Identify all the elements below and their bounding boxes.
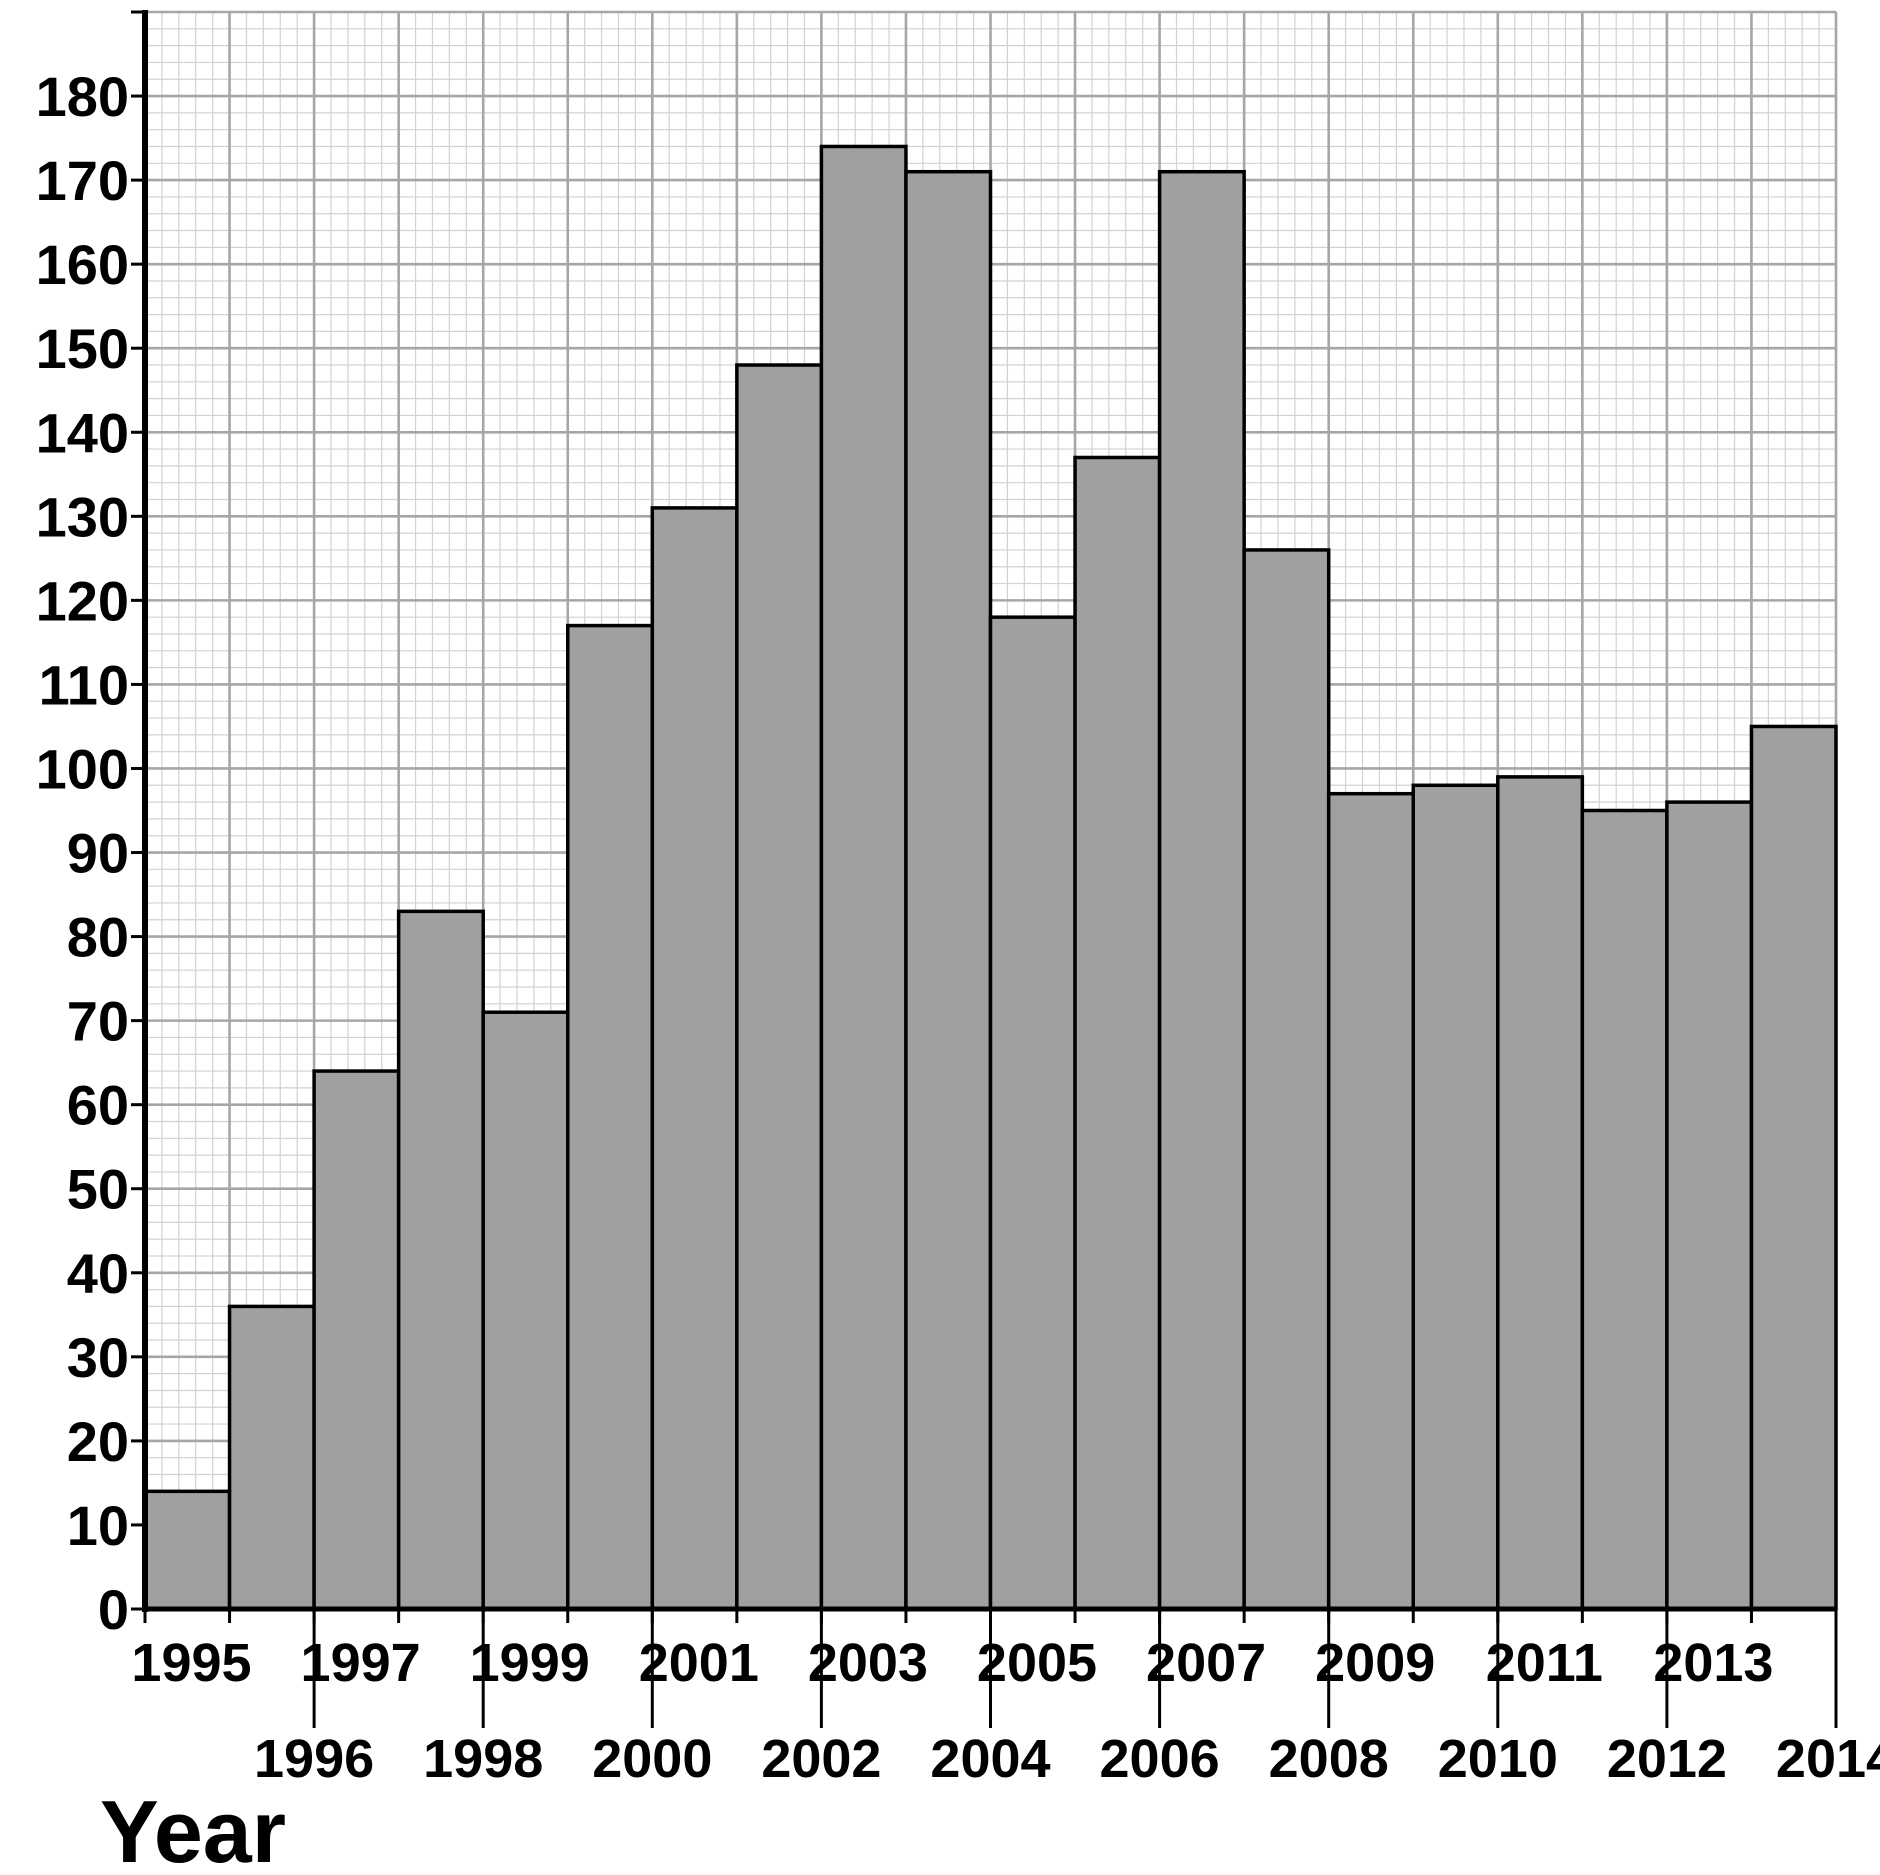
x-tick-label: 2002 — [761, 1729, 881, 1789]
x-tick-label: 2000 — [592, 1729, 712, 1789]
x-tick-label: 2005 — [977, 1633, 1097, 1693]
y-tick-label: 110 — [39, 653, 129, 716]
bar-2005 — [988, 615, 1077, 1611]
y-tick-label: 80 — [67, 906, 129, 969]
x-tick-label: 1997 — [301, 1633, 421, 1693]
y-tick-label: 40 — [67, 1242, 129, 1305]
bar-1996 — [227, 1304, 316, 1611]
y-tick-label: 20 — [67, 1410, 129, 1473]
x-tick-label: 2007 — [1146, 1633, 1266, 1693]
x-tick-label: 2011 — [1486, 1633, 1603, 1693]
bar-2008 — [1242, 548, 1331, 1611]
x-tick-label: 2004 — [930, 1729, 1050, 1789]
bar-2014 — [1749, 724, 1838, 1611]
y-tick-label: 120 — [36, 569, 129, 632]
x-tick-label: 2014 — [1776, 1729, 1880, 1789]
bars — [143, 144, 1838, 1611]
x-tick-label: 2003 — [808, 1633, 928, 1693]
y-tick-label: 180 — [36, 65, 129, 128]
bar-2011 — [1496, 775, 1585, 1611]
y-tick-labels: 0 10 20 30 40 50 60 70 80 90 100 110 120 130 140 150 160… — [36, 65, 129, 1641]
y-tick-label: 170 — [36, 149, 129, 212]
x-tick-label: 2010 — [1438, 1729, 1558, 1789]
bar-1995 — [143, 1489, 232, 1611]
y-tick-label: 0 — [98, 1578, 129, 1641]
y-tick-label: 100 — [36, 737, 129, 800]
x-tick-label: 1996 — [254, 1729, 374, 1789]
y-tick-label: 70 — [67, 990, 129, 1053]
bar-2012 — [1580, 808, 1669, 1611]
x-tick-label: 2012 — [1607, 1729, 1727, 1789]
x-tick-label: 2013 — [1653, 1633, 1773, 1693]
x-tick-label: 1995 — [131, 1633, 251, 1693]
bar-1997 — [312, 1069, 401, 1611]
y-tick-label: 130 — [36, 485, 129, 548]
y-tick-label: 90 — [67, 822, 129, 885]
bar-2000 — [566, 623, 655, 1611]
bar-2004 — [904, 169, 993, 1611]
bar-1998 — [396, 909, 485, 1611]
y-tick-label: 150 — [36, 317, 129, 380]
y-tick-label: 160 — [36, 233, 129, 296]
x-tick-label: 2008 — [1269, 1729, 1389, 1789]
bar-2001 — [650, 506, 739, 1611]
x-tick-label: 1999 — [470, 1633, 590, 1693]
bar-2003 — [819, 144, 908, 1611]
y-tick-label: 140 — [36, 401, 129, 464]
bar-1999 — [481, 1010, 570, 1611]
bar-2002 — [735, 363, 824, 1611]
y-tick-label: 50 — [67, 1158, 129, 1221]
x-tick-label: 2001 — [639, 1633, 759, 1693]
y-tick-label: 60 — [67, 1074, 129, 1137]
bar-2010 — [1411, 783, 1500, 1611]
bar-2013 — [1665, 800, 1754, 1611]
y-tick-label: 10 — [67, 1494, 129, 1557]
x-tick-label: 1998 — [423, 1729, 543, 1789]
bar-2009 — [1326, 791, 1415, 1611]
x-axis-title: Year — [100, 1782, 286, 1875]
x-tick-label: 2006 — [1100, 1729, 1220, 1789]
x-tick-label: 2009 — [1315, 1633, 1435, 1693]
bar-2007 — [1157, 169, 1246, 1611]
bar-2006 — [1073, 455, 1162, 1611]
y-tick-label: 30 — [67, 1326, 129, 1389]
